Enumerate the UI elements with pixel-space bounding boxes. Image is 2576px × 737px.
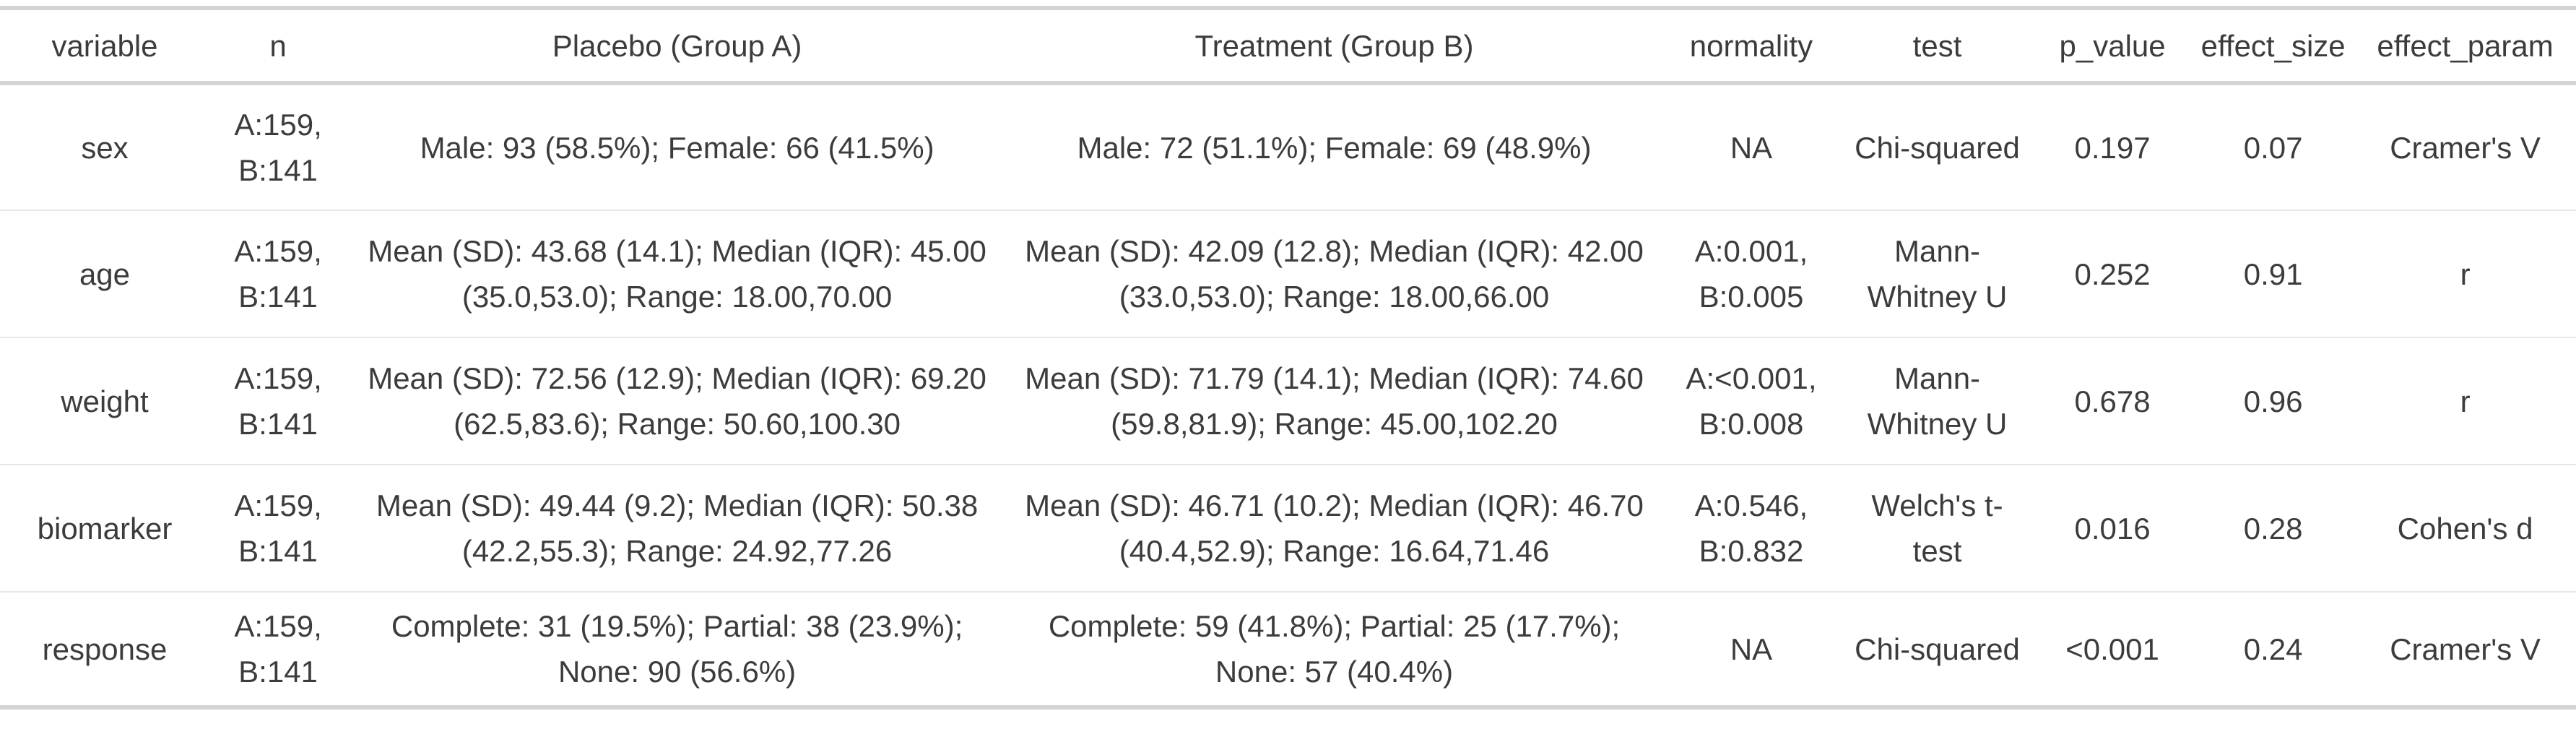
cell-age-effect_size: 0.91 [2243,257,2303,291]
cell-sex-variable: sex [81,130,129,165]
cell-age-placebo: Mean (SD): 43.68 (14.1); Median (IQR): 4… [368,234,986,314]
table-row-biomarker: biomarker A:159, B:141 Mean (SD): 49.44 (9… [0,465,2576,592]
column-header-effect_size: effect_size [2200,28,2346,63]
cell-response-variable: response [42,632,168,666]
cell-biomarker-effect_size: 0.28 [2243,511,2303,546]
column-header-effect_param: effect_param [2377,28,2554,63]
cell-age-p_value: 0.252 [2074,257,2151,291]
table-row-sex: sex A:159, B:141 Male: 93 (58.5%); Female:… [0,83,2576,210]
cell-sex-test: Chi-squared [1855,130,2020,165]
cell-weight-placebo: Mean (SD): 72.56 (12.9); Median (IQR): 6… [368,361,986,441]
table-row-weight: weight A:159, B:141 Mean (SD): 72.56 (12.9… [0,337,2576,465]
cell-sex-n: A:159, B:141 [234,108,322,187]
cell-sex-effect_size: 0.07 [2243,130,2303,165]
cell-sex-effect_param: Cramer's V [2390,130,2541,165]
table-row-age: age A:159, B:141 Mean (SD): 43.68 (14.1); … [0,210,2576,337]
cell-response-placebo: Complete: 31 (19.5%); Partial: 38 (23.9%… [391,609,963,689]
column-header-treatment: Treatment (Group B) [1194,28,1474,63]
table-header: variable n Placebo (Group A) Treatment (Gro… [0,8,2576,83]
column-header-placebo: Placebo (Group A) [552,28,802,63]
cell-age-effect_param: r [2460,257,2471,291]
cell-sex-normality: NA [1730,130,1773,165]
cell-biomarker-p_value: 0.016 [2074,511,2151,546]
column-header-variable: variable [51,28,158,63]
cell-biomarker-n: A:159, B:141 [234,488,322,568]
column-header-test: test [1912,28,1962,63]
cell-biomarker-placebo: Mean (SD): 49.44 (9.2); Median (IQR): 50… [376,488,979,568]
cell-response-p_value: <0.001 [2065,632,2159,666]
cell-weight-n: A:159, B:141 [234,361,322,441]
cell-age-normality: A:0.001, B:0.005 [1694,234,1808,314]
column-header-p_value: p_value [2059,28,2166,63]
cell-sex-p_value: 0.197 [2074,130,2151,165]
cell-weight-normality: A:<0.001, B:0.008 [1686,361,1817,441]
cell-weight-variable: weight [61,384,149,418]
cell-response-test: Chi-squared [1855,632,2020,666]
cell-sex-treatment: Male: 72 (51.1%); Female: 69 (48.9%) [1077,130,1592,165]
summary-statistics-table: variable n Placebo (Group A) Treatment (Gro… [0,6,2576,710]
cell-weight-p_value: 0.678 [2074,384,2151,418]
cell-response-treatment: Complete: 59 (41.8%); Partial: 25 (17.7%… [1048,609,1621,689]
cell-response-effect_param: Cramer's V [2390,632,2541,666]
statistical-summary-page: variable n Placebo (Group A) Treatment (Gro… [0,6,2576,710]
cell-age-treatment: Mean (SD): 42.09 (12.8); Median (IQR): 4… [1025,234,1644,314]
cell-weight-effect_size: 0.96 [2243,384,2303,418]
column-header-n: n [269,28,287,63]
cell-biomarker-variable: biomarker [37,511,173,546]
header-row: variable n Placebo (Group A) Treatment (Gro… [0,8,2576,83]
cell-age-test: Mann-Whitney U [1867,234,2008,314]
cell-response-effect_size: 0.24 [2243,632,2303,666]
cell-age-n: A:159, B:141 [234,234,322,314]
table-body: sex A:159, B:141 Male: 93 (58.5%); Female:… [0,83,2576,707]
cell-age-variable: age [79,257,131,291]
cell-biomarker-normality: A:0.546, B:0.832 [1694,488,1808,568]
cell-biomarker-test: Welch's t-test [1871,488,2003,568]
cell-biomarker-effect_param: Cohen's d [2397,511,2533,546]
cell-response-normality: NA [1730,632,1773,666]
cell-biomarker-treatment: Mean (SD): 46.71 (10.2); Median (IQR): 4… [1025,488,1644,568]
cell-weight-test: Mann-Whitney U [1867,361,2008,441]
cell-weight-treatment: Mean (SD): 71.79 (14.1); Median (IQR): 7… [1025,361,1644,441]
cell-weight-effect_param: r [2460,384,2471,418]
cell-sex-placebo: Male: 93 (58.5%); Female: 66 (41.5%) [420,130,934,165]
cell-response-n: A:159, B:141 [234,609,322,689]
column-header-normality: normality [1689,28,1813,63]
table-row-response: response A:159, B:141 Complete: 31 (19.5%)… [0,592,2576,707]
